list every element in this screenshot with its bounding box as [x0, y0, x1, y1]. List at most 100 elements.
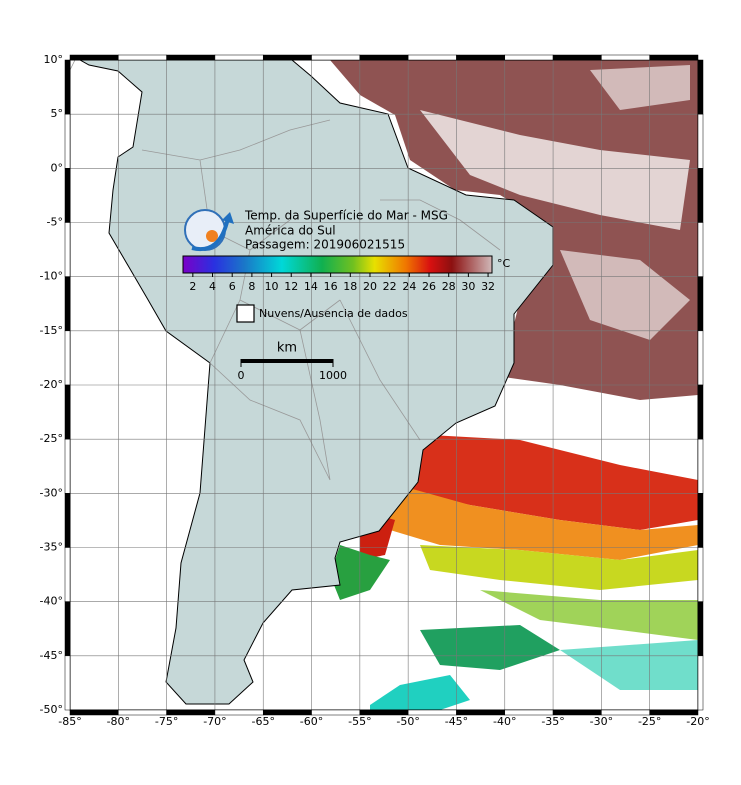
colorbar-tick-label: 30 — [461, 280, 475, 293]
frame-segment — [64, 384, 71, 440]
x-tick-label: -20° — [686, 715, 709, 728]
y-tick-label: -10° — [40, 270, 63, 283]
frame-segment — [64, 438, 71, 494]
frame-segment — [697, 276, 704, 332]
frame-segment — [649, 54, 699, 61]
frame-segment — [504, 54, 554, 61]
frame-segment — [697, 601, 704, 657]
colorbar-tick-label: 28 — [442, 280, 456, 293]
colorbar-unit: °C — [497, 257, 511, 270]
x-tick-label: -30° — [590, 715, 613, 728]
x-tick-label: -35° — [541, 715, 564, 728]
sst-yellow-green — [480, 590, 698, 640]
frame-segment — [262, 54, 312, 61]
frame-segment — [64, 493, 71, 548]
colorbar-tick-label: 24 — [402, 280, 416, 293]
title-line: América do Sul — [245, 224, 336, 238]
sst-yellow — [420, 545, 698, 590]
x-tick-label: -25° — [638, 715, 661, 728]
y-tick-label: -20° — [40, 378, 63, 391]
frame-segment — [697, 493, 704, 548]
x-tick-label: -60° — [300, 715, 323, 728]
frame-segment — [697, 222, 704, 277]
frame-segment — [64, 330, 71, 386]
sst-red — [400, 435, 698, 530]
frame-segment — [118, 54, 167, 61]
y-tick-label: -40° — [40, 595, 63, 608]
colorbar-tick-label: 26 — [422, 280, 436, 293]
x-tick-label: -45° — [445, 715, 468, 728]
frame-segment — [697, 384, 704, 440]
y-tick-label: -5° — [47, 216, 63, 229]
y-tick-label: -15° — [40, 324, 63, 337]
frame-segment — [64, 59, 71, 115]
frame-segment — [64, 222, 71, 277]
frame-segment — [359, 54, 409, 61]
sst-green-south — [420, 625, 560, 670]
y-tick-label: -25° — [40, 432, 63, 445]
y-tick-label: -35° — [40, 541, 63, 554]
y-tick-label: 0° — [51, 161, 64, 174]
colorbar-tick-label: 20 — [363, 280, 377, 293]
frame-segment — [649, 709, 699, 716]
cloud-gap — [590, 65, 690, 110]
frame-segment — [601, 54, 650, 61]
colorbar-tick-label: 4 — [209, 280, 216, 293]
title-line: Passagem: 201906021515 — [245, 238, 405, 252]
frame-segment — [456, 54, 506, 61]
scale-bar — [241, 359, 333, 363]
colorbar-tick-label: 8 — [248, 280, 255, 293]
y-tick-label: 10° — [44, 53, 64, 66]
colorbar-tick-label: 32 — [481, 280, 495, 293]
frame-segment — [64, 547, 71, 602]
cloud-gap — [420, 110, 690, 230]
frame-segment — [552, 54, 602, 61]
colorbar-tick-label: 10 — [265, 280, 279, 293]
frame-segment — [311, 54, 361, 61]
cloud-gap — [560, 250, 690, 340]
frame-segment — [64, 655, 71, 711]
frame-segment — [697, 330, 704, 386]
frame-segment — [697, 113, 704, 169]
sst-cyan-south — [370, 675, 470, 710]
frame-segment — [64, 276, 71, 332]
frame-segment — [407, 54, 457, 61]
scale-tick-label: 1000 — [319, 369, 347, 382]
legend-swatch — [236, 304, 255, 323]
x-tick-label: -75° — [155, 715, 178, 728]
title-line: Temp. da Superfície do Mar - MSG — [244, 209, 448, 223]
colorbar-tick-label: 6 — [229, 280, 236, 293]
frame-segment — [64, 168, 71, 223]
frame-segment — [214, 54, 264, 61]
colorbar-tick-label: 12 — [284, 280, 298, 293]
colorbar-tick-label: 18 — [343, 280, 357, 293]
frame-segment — [697, 59, 704, 115]
colorbar-tick-label: 14 — [304, 280, 318, 293]
legend-label: Nuvens/Ausencia de dados — [259, 307, 408, 320]
colorbar-tick-label: 16 — [324, 280, 338, 293]
x-tick-label: -65° — [251, 715, 274, 728]
frame-segment — [64, 113, 71, 169]
frame-segment — [69, 54, 119, 61]
frame-segment — [697, 438, 704, 494]
frame-segment — [697, 168, 704, 223]
frame-segment — [166, 54, 216, 61]
logo — [184, 209, 234, 252]
scale-tick-label: 0 — [238, 369, 245, 382]
scale-unit: km — [277, 341, 297, 356]
y-tick-label: -45° — [40, 649, 63, 662]
x-tick-label: -50° — [396, 715, 419, 728]
borders — [141, 119, 501, 481]
frame-segment — [64, 601, 71, 657]
x-tick-label: -80° — [107, 715, 130, 728]
x-tick-label: -70° — [203, 715, 226, 728]
colorbar-tick-label: 22 — [383, 280, 397, 293]
frame-segment — [697, 547, 704, 602]
x-tick-label: -40° — [493, 715, 516, 728]
frame-segment — [697, 655, 704, 711]
y-tick-label: -30° — [40, 486, 63, 499]
y-tick-label: -50° — [40, 703, 63, 716]
sst-cyan — [560, 640, 698, 690]
y-tick-label: 5° — [51, 107, 64, 120]
